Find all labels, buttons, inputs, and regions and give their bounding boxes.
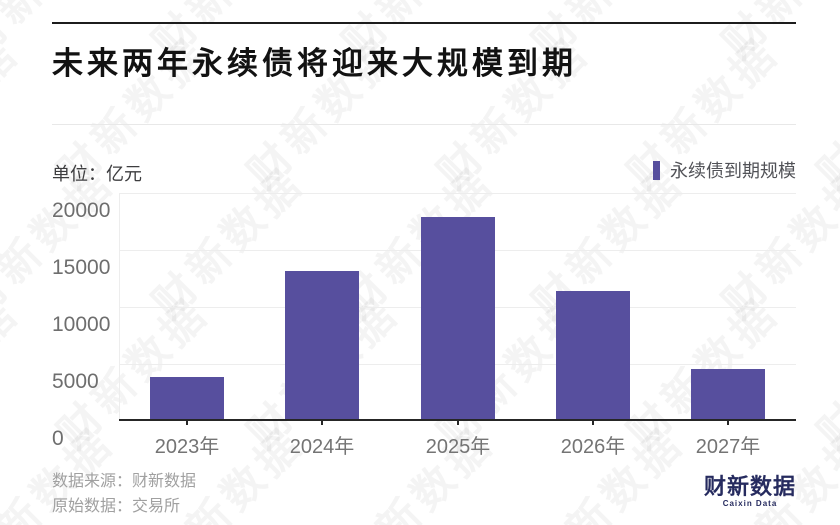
bar-2027年[interactable] [691,369,765,421]
y-axis-tick-label-0: 0 [52,427,64,450]
x-axis-tick-label-2026年: 2026年 [560,436,626,458]
data-source-note: 数据来源：财新数据 [52,473,197,490]
x-axis-line [119,419,796,421]
y-axis-tick-label-5000: 5000 [52,370,99,393]
x-axis-tick-2027年 [727,421,729,425]
bar-2025年[interactable] [421,217,495,421]
x-axis-tick-2024年 [321,421,323,425]
y-axis-tick-label-15000: 15000 [52,256,111,279]
title-divider [52,124,796,125]
top-rule [52,22,796,24]
page-title: 未来两年永续债将迎来大规模到期 [52,46,577,81]
legend-marker-icon [653,160,660,180]
plot-area [119,193,796,421]
x-axis-tick-label-2025年: 2025年 [425,436,491,458]
y-axis-tick-label-20000: 20000 [52,199,111,222]
caixin-data-logo-subtext: Caixin Data [722,499,778,508]
x-axis-tick-2023年 [186,421,188,425]
x-axis-tick-2026年 [592,421,594,425]
legend[interactable]: 永续债到期规模 [653,160,796,181]
y-axis-tick-label-10000: 10000 [52,313,111,336]
x-axis-tick-label-2024年: 2024年 [289,436,355,458]
bar-2023年[interactable] [150,377,224,421]
x-axis-tick-label-2027年: 2027年 [695,436,761,458]
x-axis-tick-2025年 [457,421,459,425]
unit-label: 单位：亿元 [52,164,142,184]
raw-data-note: 原始数据：交易所 [52,498,181,515]
bar-2024年[interactable] [285,271,359,421]
caixin-data-logo-text: 财新数据 [703,474,796,499]
legend-label: 永续债到期规模 [670,161,796,181]
caixin-data-logo: 财新数据 Caixin Data [704,474,796,508]
bar-2026年[interactable] [556,291,630,421]
x-axis-tick-label-2023年: 2023年 [154,436,220,458]
gridline-20000 [119,193,796,194]
